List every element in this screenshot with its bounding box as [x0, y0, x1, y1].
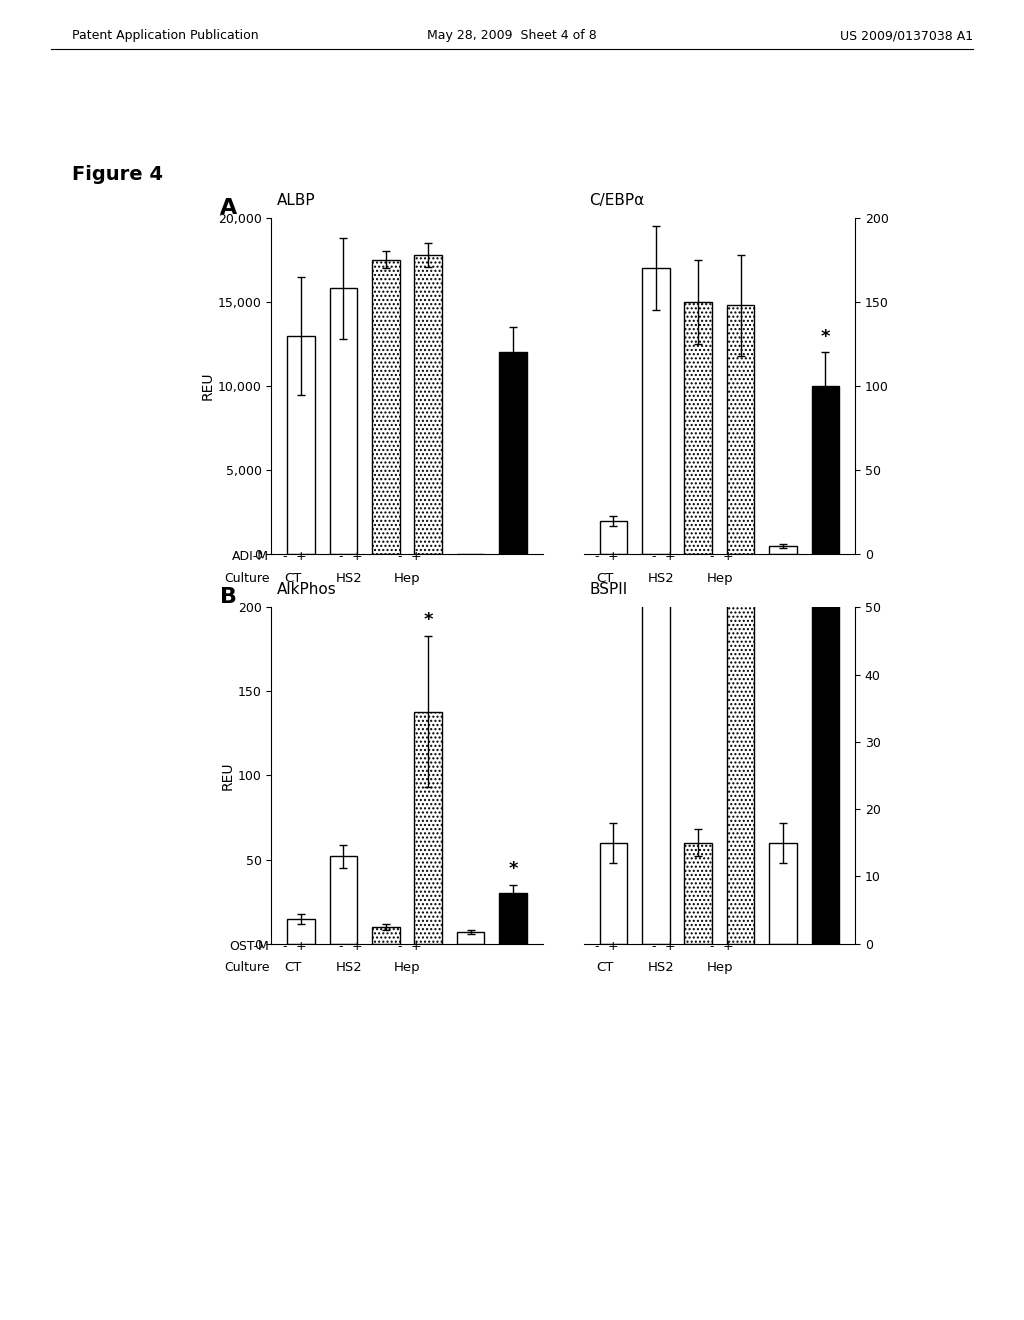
Bar — [288, 335, 314, 554]
Bar — [727, 271, 755, 944]
Text: -: - — [595, 940, 599, 953]
Text: +: + — [352, 550, 362, 564]
Text: C/EBPα: C/EBPα — [589, 193, 644, 207]
Text: ADI-M: ADI-M — [232, 550, 269, 564]
Bar — [600, 521, 627, 554]
Text: -: - — [283, 940, 287, 953]
Text: Hep: Hep — [707, 572, 733, 585]
Bar — [330, 289, 357, 554]
Bar — [500, 352, 526, 554]
Bar — [812, 385, 839, 554]
Text: -: - — [651, 940, 655, 953]
Text: -: - — [397, 550, 401, 564]
Text: *: * — [820, 327, 830, 346]
Text: Hep: Hep — [394, 961, 421, 974]
Bar — [684, 843, 712, 944]
Text: Figure 4: Figure 4 — [72, 165, 163, 183]
Text: *: * — [424, 611, 433, 630]
Bar — [642, 0, 670, 944]
Text: AlkPhos: AlkPhos — [276, 582, 337, 597]
Text: ALBP: ALBP — [276, 193, 315, 207]
Text: CT: CT — [597, 572, 613, 585]
Text: -: - — [283, 550, 287, 564]
Text: A: A — [220, 198, 238, 218]
Text: -: - — [710, 940, 714, 953]
Text: -: - — [651, 550, 655, 564]
Text: HS2: HS2 — [336, 572, 362, 585]
Text: +: + — [665, 940, 675, 953]
Text: -: - — [397, 940, 401, 953]
Text: -: - — [595, 550, 599, 564]
Text: B: B — [220, 587, 238, 607]
Text: Hep: Hep — [707, 961, 733, 974]
Text: +: + — [296, 550, 306, 564]
Bar — [769, 843, 797, 944]
Text: +: + — [608, 550, 618, 564]
Y-axis label: REU: REU — [201, 372, 215, 400]
Text: CT: CT — [597, 961, 613, 974]
Y-axis label: REU: REU — [221, 762, 234, 789]
Text: OST-M: OST-M — [229, 940, 269, 953]
Text: -: - — [339, 940, 343, 953]
Text: Culture: Culture — [224, 572, 269, 585]
Text: -: - — [339, 550, 343, 564]
Text: US 2009/0137038 A1: US 2009/0137038 A1 — [840, 29, 973, 42]
Bar — [500, 894, 526, 944]
Text: HS2: HS2 — [336, 961, 362, 974]
Bar — [769, 546, 797, 554]
Text: *: * — [820, 469, 830, 486]
Bar — [727, 305, 755, 554]
Text: +: + — [723, 940, 733, 953]
Text: May 28, 2009  Sheet 4 of 8: May 28, 2009 Sheet 4 of 8 — [427, 29, 597, 42]
Text: HS2: HS2 — [648, 572, 675, 585]
Bar — [372, 260, 399, 554]
Bar — [415, 255, 442, 554]
Text: +: + — [352, 940, 362, 953]
Text: Hep: Hep — [394, 572, 421, 585]
Text: CT: CT — [285, 572, 301, 585]
Text: +: + — [296, 940, 306, 953]
Bar — [642, 268, 670, 554]
Bar — [812, 560, 839, 944]
Text: +: + — [608, 940, 618, 953]
Bar — [415, 711, 442, 944]
Text: +: + — [665, 550, 675, 564]
Bar — [600, 843, 627, 944]
Text: +: + — [411, 550, 421, 564]
Text: BSPII: BSPII — [589, 582, 628, 597]
Bar — [684, 302, 712, 554]
Bar — [288, 919, 314, 944]
Bar — [330, 857, 357, 944]
Bar — [372, 927, 399, 944]
Text: Patent Application Publication: Patent Application Publication — [72, 29, 258, 42]
Text: -: - — [710, 550, 714, 564]
Text: Culture: Culture — [224, 961, 269, 974]
Bar — [457, 932, 484, 944]
Text: CT: CT — [285, 961, 301, 974]
Text: +: + — [723, 550, 733, 564]
Text: HS2: HS2 — [648, 961, 675, 974]
Text: *: * — [508, 861, 518, 878]
Text: +: + — [411, 940, 421, 953]
